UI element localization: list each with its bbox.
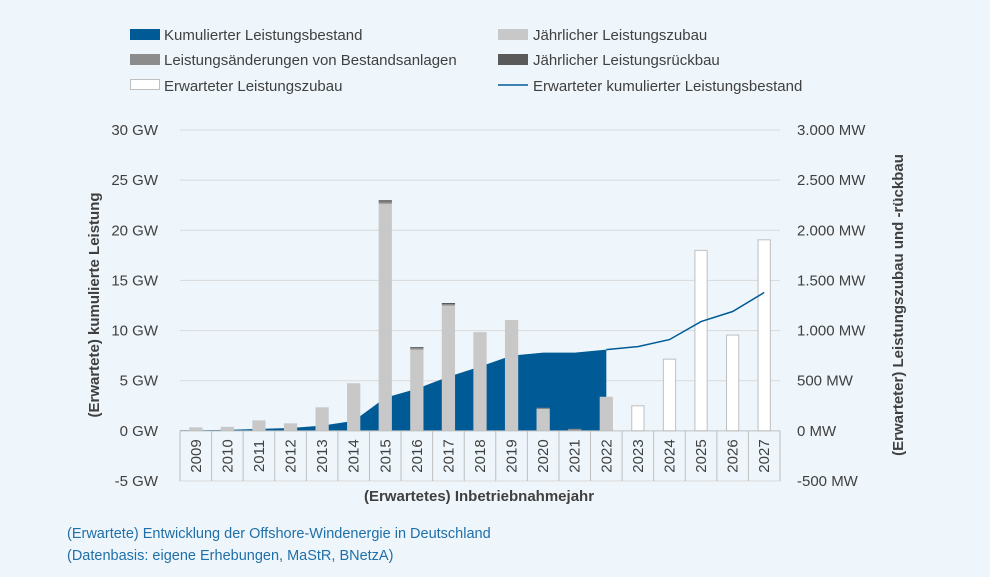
bar-changes-existing xyxy=(378,201,392,204)
bar-annual-addition xyxy=(599,396,613,431)
bar-annual-addition xyxy=(220,426,234,431)
bar-annual-addition xyxy=(410,349,424,431)
x-tick-label: 2015 xyxy=(377,439,394,472)
legend: Kumulierter Leistungsbestand Jährlicher … xyxy=(130,27,802,95)
y-right-tick-label: 0 MW xyxy=(797,423,837,440)
y-right-tick-label: -500 MW xyxy=(797,473,859,490)
x-tick-label: 2016 xyxy=(409,439,426,472)
y-left-tick-label: 20 GW xyxy=(111,222,159,239)
bar-annual-addition xyxy=(378,203,392,431)
bar-annual-addition xyxy=(189,427,203,431)
y-right-tick-label: 2.500 MW xyxy=(797,172,866,189)
caption-source: (Datenbasis: eigene Erhebungen, MaStR, B… xyxy=(67,548,394,564)
x-tick-label: 2026 xyxy=(725,439,742,472)
x-tick-label: 2019 xyxy=(504,439,521,472)
y-left-tick-label: -5 GW xyxy=(115,473,159,490)
bar-annual-decommission xyxy=(410,347,424,349)
bar-annual-addition xyxy=(283,423,298,431)
legend-label-expected-cumulative: Erwarteter kumulierter Leistungsbestand xyxy=(533,78,802,95)
legend-swatch-cumulative xyxy=(130,29,160,40)
bar-annual-addition xyxy=(504,320,519,431)
x-tick-label: 2025 xyxy=(693,439,710,472)
expected-cumulative-line xyxy=(606,291,765,351)
y-right-tick-label: 3.000 MW xyxy=(797,122,866,139)
x-tick-label: 2011 xyxy=(251,440,268,472)
x-axis-title: (Erwartetes) Inbetriebnahmejahr xyxy=(364,488,594,505)
x-tick-label: 2014 xyxy=(346,439,363,472)
x-tick-label: 2023 xyxy=(630,439,647,472)
y-left-tick-label: 15 GW xyxy=(111,272,159,289)
bars xyxy=(189,200,771,432)
x-tick-label: 2013 xyxy=(314,439,331,472)
x-tick-label: 2012 xyxy=(283,439,300,472)
x-tick-label: 2018 xyxy=(472,439,489,472)
x-tick-label: 2009 xyxy=(188,439,205,472)
bar-expected-addition xyxy=(726,334,740,432)
legend-label-annual-addition: Jährlicher Leistungszubau xyxy=(533,27,707,44)
bar-changes-existing xyxy=(441,303,456,306)
bar-annual-decommission xyxy=(378,200,392,202)
legend-swatch-changes-existing xyxy=(130,54,160,65)
y-left-tick-label: 5 GW xyxy=(120,373,159,390)
legend-swatch-expected-addition xyxy=(130,79,160,90)
bar-annual-addition xyxy=(536,408,550,431)
x-tick-label: 2021 xyxy=(567,439,584,472)
bar-expected-addition xyxy=(757,239,771,432)
y-left-tick-label: 25 GW xyxy=(111,172,159,189)
bar-annual-decommission xyxy=(441,302,456,304)
y-axis-left-title: (Erwartete) kumulierte Leistung xyxy=(86,192,103,417)
bar-expected-addition xyxy=(694,249,708,432)
legend-label-expected-addition: Erwarteter Leistungszubau xyxy=(164,78,342,95)
cumulative-area xyxy=(180,349,607,431)
bar-annual-addition xyxy=(473,332,487,431)
bar-changes-existing xyxy=(568,428,582,431)
y-right-tick-label: 1.500 MW xyxy=(797,272,866,289)
y-right-tick-label: 2.000 MW xyxy=(797,222,866,239)
bar-annual-addition xyxy=(347,383,361,431)
expected-cumulative-polyline xyxy=(606,291,765,351)
x-tick-label: 2024 xyxy=(661,439,678,472)
y-left-tick-label: 10 GW xyxy=(111,323,159,340)
x-tick-label: 2027 xyxy=(756,439,773,472)
y-left-tick-label: 0 GW xyxy=(120,423,159,440)
bar-expected-addition xyxy=(631,405,645,432)
x-tick-label: 2022 xyxy=(598,439,615,472)
legend-label-annual-decommission: Jährlicher Leistungsrückbau xyxy=(533,52,720,69)
cumulative-area-shape xyxy=(180,349,607,431)
bar-annual-addition xyxy=(252,420,266,431)
bar-changes-existing xyxy=(410,348,424,350)
legend-label-cumulative: Kumulierter Leistungsbestand xyxy=(164,27,362,44)
x-tick-label: 2010 xyxy=(219,439,236,472)
y-right-tick-label: 500 MW xyxy=(797,373,854,390)
bar-annual-addition xyxy=(315,407,329,431)
legend-label-changes-existing: Leistungsänderungen von Bestandsanlagen xyxy=(164,52,457,69)
bar-expected-addition xyxy=(662,358,677,432)
x-tick-label: 2020 xyxy=(535,439,552,472)
x-tick-label: 2017 xyxy=(440,439,457,472)
legend-swatch-annual-addition xyxy=(498,29,528,40)
axes: -5 GW -500 MW 0 GW 0 MW 5 GW 500 MW 10 GW 1.000… xyxy=(111,122,866,490)
bar-annual-addition xyxy=(441,305,456,431)
y-right-tick-label: 1.000 MW xyxy=(797,323,866,340)
legend-swatch-annual-decommission xyxy=(498,54,528,65)
bar-changes-existing xyxy=(536,407,550,409)
y-axis-right-title: (Erwarteter) Leistungszubau und -rückbau xyxy=(890,154,907,456)
y-left-tick-label: 30 GW xyxy=(111,122,159,139)
caption-title: (Erwartete) Entwicklung der Offshore-Win… xyxy=(67,526,491,542)
